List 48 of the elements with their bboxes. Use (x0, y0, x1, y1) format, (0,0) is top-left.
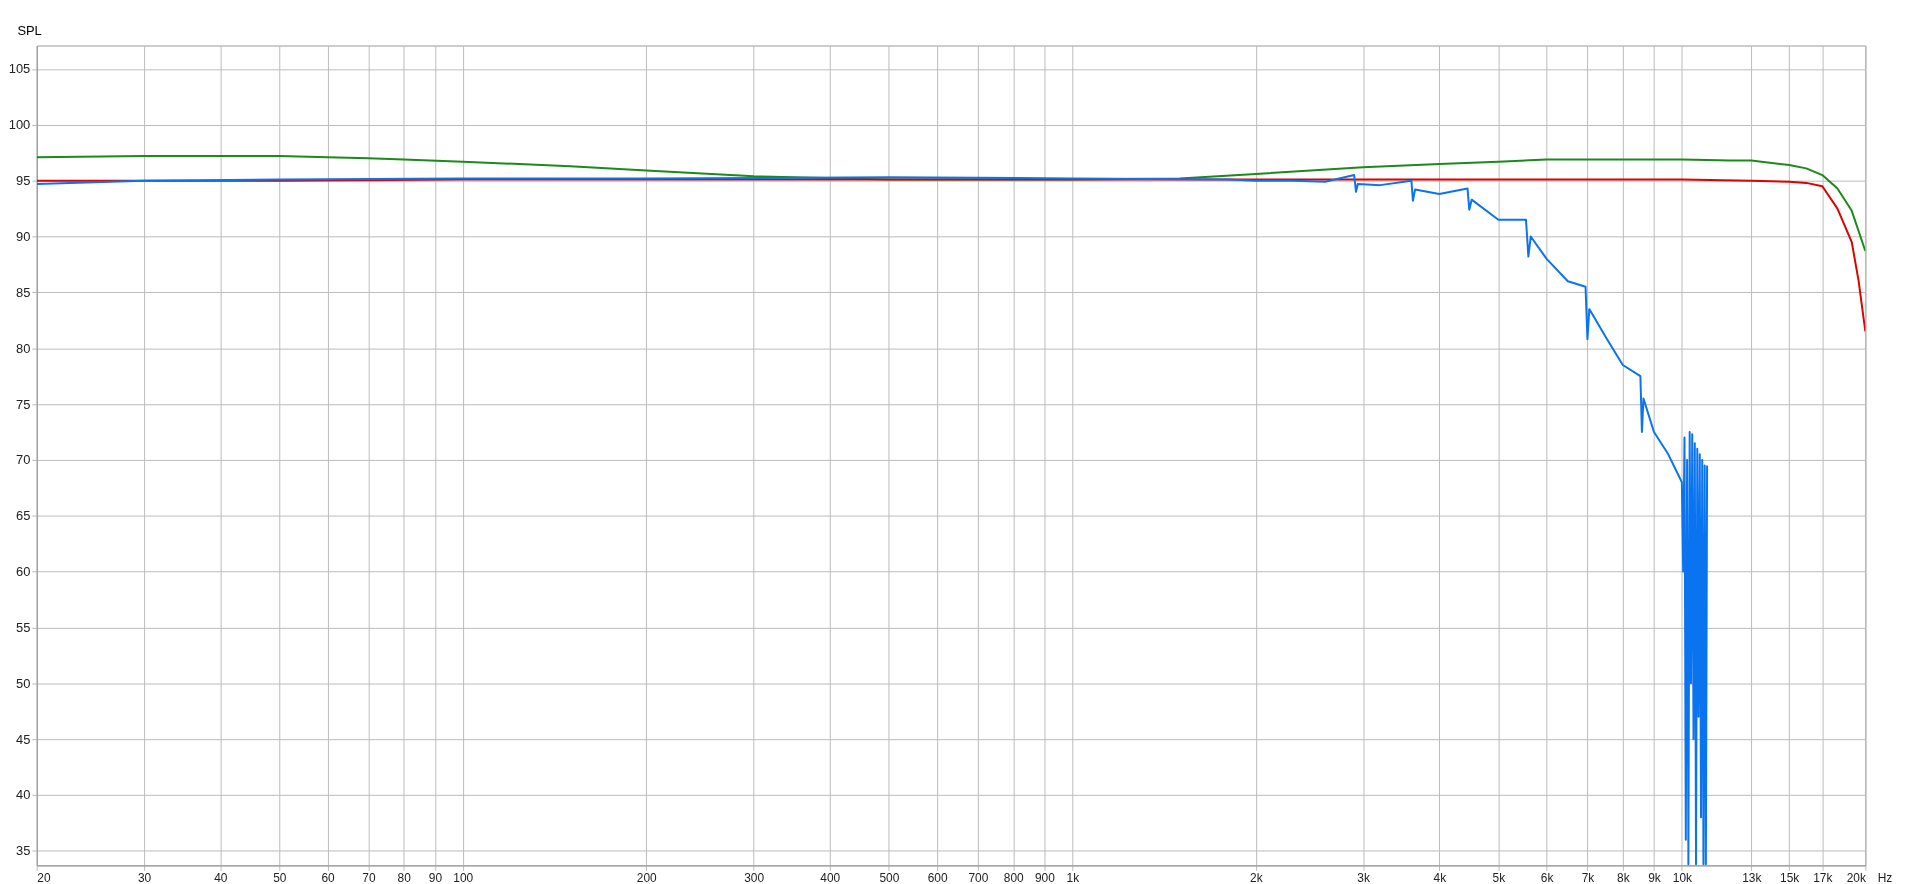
x-tick-label: 20 (37, 870, 51, 884)
x-tick-label: 600 (927, 870, 948, 884)
x-tick-label: 40 (214, 870, 228, 884)
y-tick-label: 90 (15, 228, 31, 244)
x-tick-label: 70 (362, 870, 376, 884)
y-tick-label: 35 (15, 843, 31, 859)
x-tick-label: 6k (1540, 870, 1554, 884)
y-axis-title: SPL (17, 23, 42, 39)
x-tick-label: 13k (1742, 870, 1762, 884)
x-axis-title: Hz (1877, 870, 1893, 884)
x-tick-label: 50 (273, 870, 287, 884)
y-tick-label: 95 (15, 173, 31, 189)
x-tick-label: 700 (968, 870, 989, 884)
x-tick-label: 100 (453, 870, 474, 884)
x-tick-label: 80 (397, 870, 412, 884)
x-tick-label: 200 (636, 870, 658, 884)
x-tick-label: 3k (1357, 870, 1370, 884)
y-tick-label: 40 (15, 787, 31, 803)
y-tick-label: 75 (15, 396, 31, 412)
x-tick-label: 8k (1617, 870, 1630, 884)
x-tick-label: 15k (1780, 870, 1800, 884)
x-tick-label: 7k (1581, 870, 1595, 884)
x-tick-label: 2k (1250, 870, 1263, 884)
y-tick-label: 50 (15, 675, 31, 691)
y-tick-label: 100 (8, 117, 31, 133)
x-tick-label: 9k (1648, 870, 1661, 884)
y-tick-label: 55 (15, 619, 31, 635)
x-tick-label: 5k (1492, 870, 1506, 884)
y-tick-label: 70 (15, 452, 31, 468)
x-tick-label: 30 (137, 870, 152, 884)
y-tick-label: 80 (15, 340, 31, 356)
y-tick-label: 65 (15, 508, 31, 524)
y-tick-label: 85 (15, 284, 31, 300)
x-tick-label: 10k (1672, 870, 1692, 884)
x-tick-label: 1k (1066, 870, 1080, 884)
x-tick-label: 400 (820, 870, 841, 884)
x-tick-label: 17k (1813, 870, 1833, 884)
x-tick-label: 500 (879, 870, 900, 884)
y-tick-label: 45 (15, 731, 31, 747)
x-tick-label: 60 (321, 870, 336, 884)
x-tick-label: 90 (428, 870, 443, 884)
x-tick-label: 800 (1003, 870, 1025, 884)
x-tick-label: 900 (1035, 870, 1056, 884)
x-tick-label: 4k (1433, 870, 1447, 884)
x-tick-label: 20k (1846, 870, 1866, 884)
y-tick-label: 60 (15, 564, 31, 580)
x-tick-label: 300 (744, 870, 765, 884)
y-tick-label: 105 (8, 61, 31, 77)
